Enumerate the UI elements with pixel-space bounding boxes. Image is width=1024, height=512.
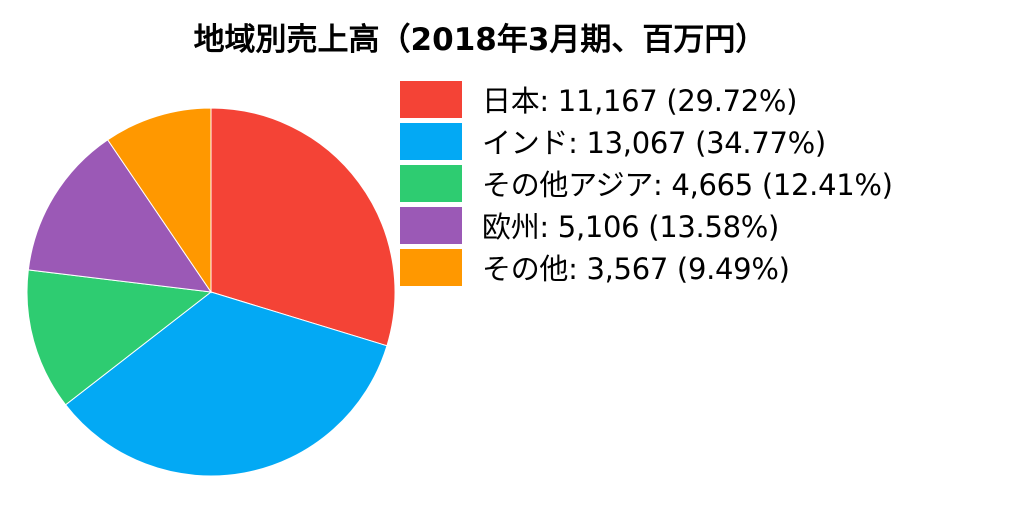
pie-slice-2: [26, 269, 213, 406]
pie-slice-3: [27, 139, 213, 293]
legend-item-0: 日本: 11,167 (29.72%): [400, 78, 893, 120]
legend-item-4: その他: 3,567 (9.49%): [400, 246, 893, 288]
legend-swatch-0: [400, 80, 462, 118]
legend-item-1: インド: 13,067 (34.77%): [400, 120, 893, 162]
legend-swatch-4: [400, 248, 462, 286]
legend-label-2: その他アジア: 4,665 (12.41%): [482, 168, 893, 202]
pie-slice-0: [210, 107, 396, 347]
pie-slice-4: [106, 107, 212, 294]
legend-swatch-3: [400, 206, 462, 244]
legend-label-4: その他: 3,567 (9.49%): [482, 252, 790, 286]
legend: 日本: 11,167 (29.72%) インド: 13,067 (34.77%) そ…: [400, 78, 893, 288]
legend-label-0: 日本: 11,167 (29.72%): [482, 84, 798, 118]
legend-item-2: その他アジア: 4,665 (12.41%): [400, 162, 893, 204]
legend-swatch-2: [400, 164, 462, 202]
legend-label-1: インド: 13,067 (34.77%): [482, 126, 826, 160]
legend-label-3: 欧州: 5,106 (13.58%): [482, 210, 780, 244]
legend-swatch-1: [400, 122, 462, 160]
pie-slice-1: [64, 291, 388, 477]
legend-item-3: 欧州: 5,106 (13.58%): [400, 204, 893, 246]
chart-title: 地域別売上高（2018年3月期、百万円）: [193, 22, 767, 58]
